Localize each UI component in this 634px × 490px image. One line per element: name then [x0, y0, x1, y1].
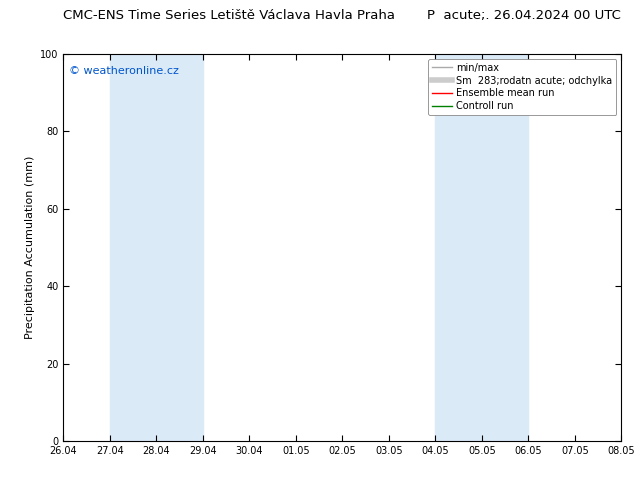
Bar	[436, 54, 528, 441]
Text: CMC-ENS Time Series Letiště Václava Havla Praha: CMC-ENS Time Series Letiště Václava Havl…	[63, 9, 396, 22]
Bar	[110, 54, 203, 441]
Y-axis label: Precipitation Accumulation (mm): Precipitation Accumulation (mm)	[25, 156, 35, 339]
Legend: min/max, Sm  283;rodatn acute; odchylka, Ensemble mean run, Controll run: min/max, Sm 283;rodatn acute; odchylka, …	[428, 59, 616, 115]
Text: © weatheronline.cz: © weatheronline.cz	[69, 66, 179, 75]
Text: P  acute;. 26.04.2024 00 UTC: P acute;. 26.04.2024 00 UTC	[427, 9, 621, 22]
